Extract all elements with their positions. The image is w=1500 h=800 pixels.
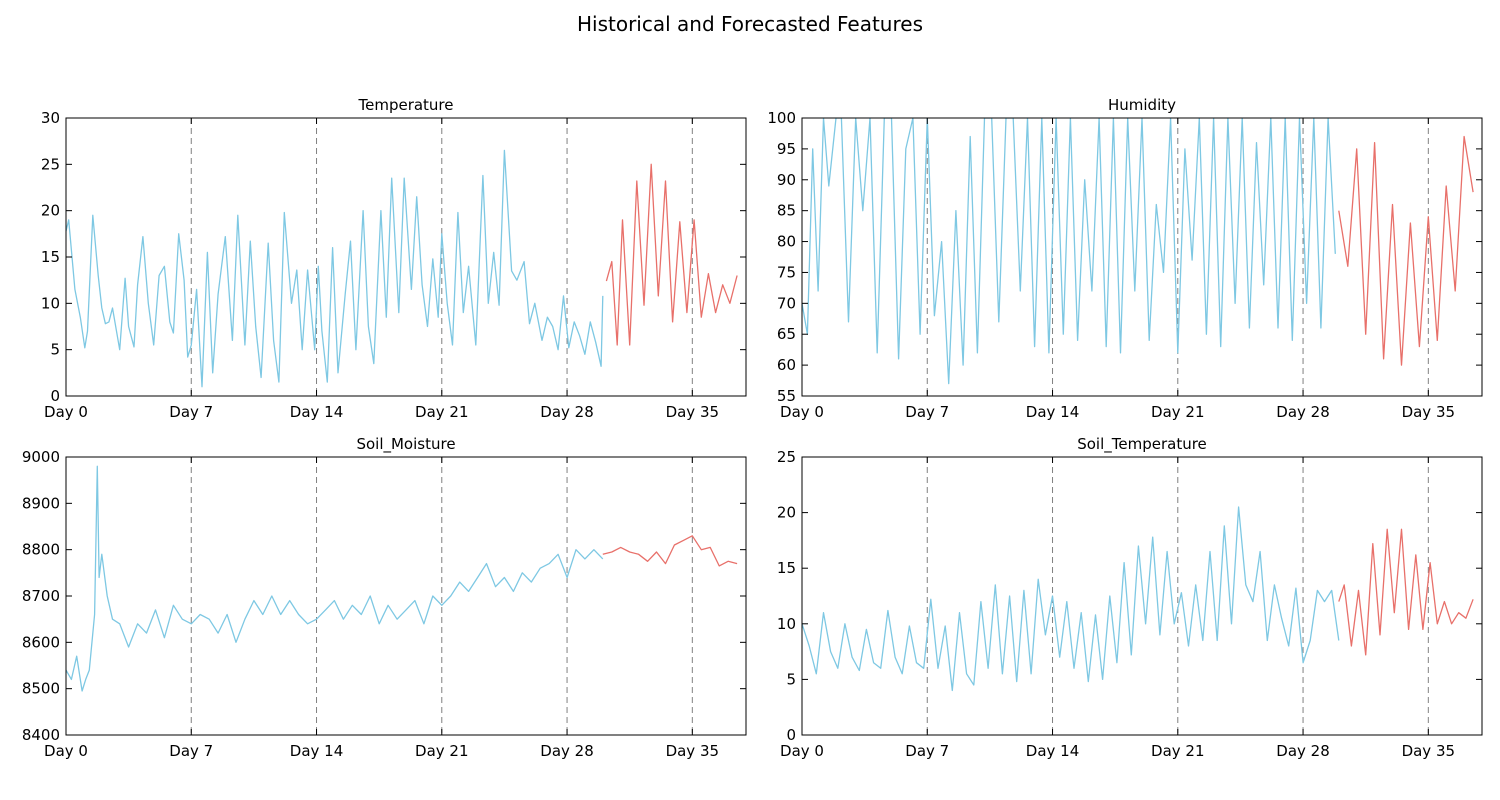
historical-series-line [802,506,1340,692]
x-tick-label: Day 0 [44,742,88,760]
y-tick-label: 30 [41,109,60,127]
y-tick-label: 15 [777,559,796,577]
y-tick-label: 65 [777,325,796,343]
axes-frame [801,117,1483,397]
y-tick-label: 8800 [22,541,60,559]
y-tick-label: 8700 [22,587,60,605]
historical-series-line [66,465,604,692]
axes-frame [65,117,747,397]
subplot-title: Soil_Moisture [356,435,455,454]
x-tick-label: Day 7 [169,742,213,760]
x-tick-label: Day 0 [780,742,824,760]
x-tick-label: Day 14 [290,742,343,760]
x-tick-label: Day 21 [1151,742,1204,760]
x-tick-label: Day 7 [169,403,213,421]
x-tick-label: Day 28 [1276,742,1329,760]
axes-frame [65,456,747,736]
forecast-series-line [602,535,738,567]
x-tick-label: Day 7 [905,403,949,421]
y-tick-label: 0 [50,387,60,405]
x-tick-label: Day 28 [540,742,593,760]
x-tick-label: Day 0 [44,403,88,421]
y-tick-label: 10 [41,294,60,312]
x-tick-label: Day 35 [666,742,719,760]
forecast-series-line [605,163,738,346]
historical-series-line [66,149,604,388]
y-tick-label: 9000 [22,448,60,466]
y-tick-label: 70 [777,294,796,312]
historical-series-line [802,118,1336,385]
y-tick-label: 55 [777,387,796,405]
x-tick-label: Day 28 [1276,403,1329,421]
y-tick-label: 90 [777,171,796,189]
x-tick-label: Day 7 [905,742,949,760]
y-tick-label: 8600 [22,633,60,651]
y-tick-label: 20 [777,504,796,522]
y-tick-label: 8400 [22,726,60,744]
x-tick-label: Day 21 [415,403,468,421]
subplot-title: Humidity [1108,96,1176,114]
x-tick-label: Day 14 [1026,403,1079,421]
y-tick-label: 60 [777,356,796,374]
x-tick-label: Day 0 [780,403,824,421]
y-tick-label: 85 [777,202,796,220]
y-tick-label: 20 [41,202,60,220]
x-tick-label: Day 14 [1026,742,1079,760]
x-tick-label: Day 35 [666,403,719,421]
y-tick-label: 75 [777,263,796,281]
y-tick-label: 15 [41,248,60,266]
y-tick-label: 8500 [22,680,60,698]
x-tick-label: Day 28 [540,403,593,421]
subplot-soil-moisture: 8400 8500 8600 8700 8800 8900 9000 Day 0 Day 7 Da… [22,435,747,760]
subplot-temperature: 0 5 10 15 20 25 30 Day 0 Day 7 Day 14 Day 21 Day 28… [41,96,747,421]
forecast-series-line [1338,135,1474,366]
y-tick-label: 80 [777,233,796,251]
x-tick-label: Day 21 [415,742,468,760]
subplot-title: Soil_Temperature [1077,435,1207,454]
y-tick-label: 0 [786,726,796,744]
y-tick-label: 25 [41,155,60,173]
x-tick-label: Day 35 [1402,742,1455,760]
x-tick-label: Day 21 [1151,403,1204,421]
subplot-title: Temperature [357,96,453,114]
y-tick-label: 10 [777,615,796,633]
axes-frame [801,456,1483,736]
y-tick-label: 5 [786,670,796,688]
y-tick-label: 8900 [22,494,60,512]
y-tick-label: 5 [50,341,60,359]
subplot-soil-temperature: 0 5 10 15 20 25 Day 0 Day 7 Day 14 Day 21 Day 28 Da… [777,435,1483,760]
y-tick-label: 25 [777,448,796,466]
x-tick-label: Day 35 [1402,403,1455,421]
figure-title: Historical and Forecasted Features [576,12,923,36]
forecast-series-line [1338,528,1474,656]
subplot-humidity: 55 60 65 70 75 80 85 90 95 100 Day 0 Day 7 Day 14 Day… [767,96,1483,421]
y-tick-label: 100 [767,109,796,127]
x-tick-label: Day 14 [290,403,343,421]
y-tick-label: 95 [777,140,796,158]
